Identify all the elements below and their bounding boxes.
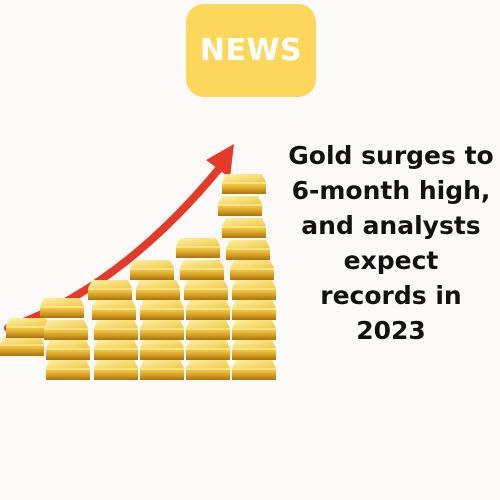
headline-line: records in	[320, 281, 462, 310]
news-badge-label: NEWS	[199, 33, 303, 68]
headline-line: 2023	[356, 316, 426, 345]
headline-line: Gold surges to	[288, 141, 494, 170]
headline-line: 6-month high,	[291, 176, 491, 205]
headline-line: and analysts	[301, 211, 481, 240]
gold-bars-rising-arrow-icon	[0, 144, 276, 380]
news-badge: NEWS	[186, 4, 316, 97]
headline-line: expect	[343, 246, 439, 275]
headline: Gold surges to 6-month high, and analyst…	[282, 138, 500, 348]
